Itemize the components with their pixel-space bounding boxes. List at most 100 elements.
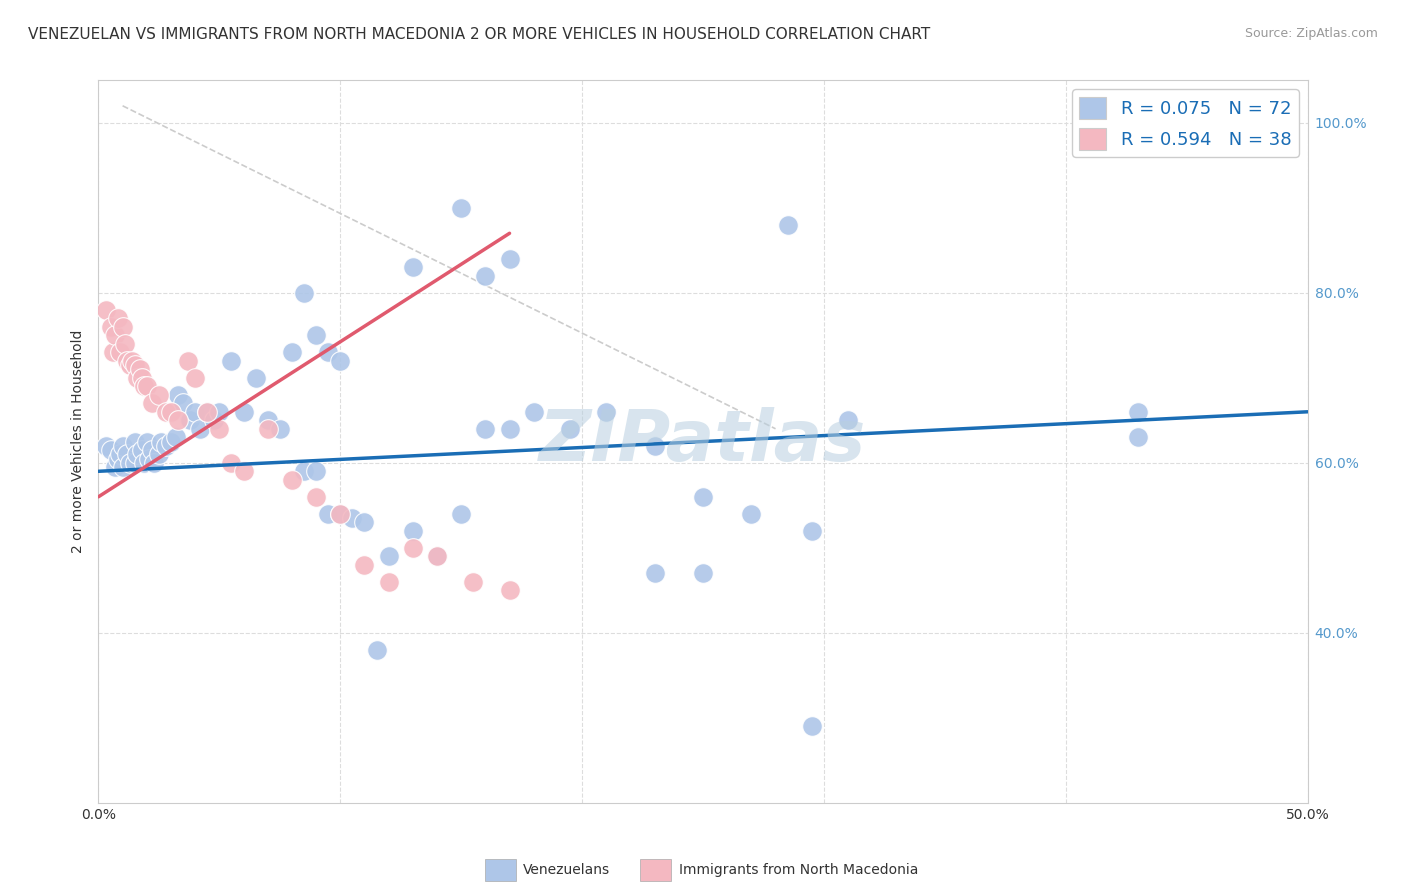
- Point: [134, 456, 156, 470]
- Point: [498, 583, 520, 598]
- Point: [100, 319, 122, 334]
- Point: [498, 422, 520, 436]
- Point: [208, 405, 231, 419]
- Point: [184, 405, 207, 419]
- Point: [118, 456, 141, 470]
- Point: [221, 353, 243, 368]
- Point: [292, 464, 315, 478]
- Point: [776, 218, 799, 232]
- Point: [377, 549, 399, 564]
- Point: [305, 328, 328, 343]
- Point: [558, 422, 581, 436]
- Point: [141, 443, 163, 458]
- Point: [104, 460, 127, 475]
- Point: [107, 451, 129, 466]
- Point: [195, 405, 218, 419]
- Point: [426, 549, 449, 564]
- Point: [124, 358, 146, 372]
- Point: [523, 405, 546, 419]
- Point: [143, 456, 166, 470]
- Point: [101, 345, 124, 359]
- Point: [104, 328, 127, 343]
- Point: [305, 464, 328, 478]
- Point: [111, 319, 134, 334]
- Point: [150, 434, 173, 449]
- Point: [474, 268, 496, 283]
- Point: [402, 524, 425, 538]
- Text: ZIPatlas: ZIPatlas: [540, 407, 866, 476]
- Point: [353, 516, 375, 530]
- Point: [245, 371, 267, 385]
- Point: [644, 439, 666, 453]
- Point: [450, 201, 472, 215]
- Point: [148, 447, 170, 461]
- Point: [232, 464, 254, 478]
- Point: [232, 405, 254, 419]
- Point: [138, 451, 160, 466]
- Point: [316, 507, 339, 521]
- Point: [474, 422, 496, 436]
- Point: [131, 371, 153, 385]
- Point: [167, 413, 190, 427]
- Point: [800, 524, 823, 538]
- Point: [117, 447, 139, 461]
- Point: [426, 549, 449, 564]
- Point: [402, 260, 425, 275]
- Text: VENEZUELAN VS IMMIGRANTS FROM NORTH MACEDONIA 2 OR MORE VEHICLES IN HOUSEHOLD CO: VENEZUELAN VS IMMIGRANTS FROM NORTH MACE…: [28, 27, 931, 42]
- Point: [329, 353, 352, 368]
- Point: [329, 507, 352, 521]
- Point: [188, 422, 211, 436]
- Point: [177, 353, 200, 368]
- Point: [366, 642, 388, 657]
- Text: Venezuelans: Venezuelans: [523, 863, 610, 877]
- Point: [111, 460, 134, 475]
- Point: [155, 405, 177, 419]
- Point: [117, 353, 139, 368]
- Point: [108, 345, 131, 359]
- Point: [208, 422, 231, 436]
- Point: [135, 379, 157, 393]
- Point: [167, 388, 190, 402]
- Point: [221, 456, 243, 470]
- Point: [108, 447, 131, 461]
- Point: [165, 430, 187, 444]
- Point: [329, 507, 352, 521]
- Point: [256, 413, 278, 427]
- Point: [402, 541, 425, 555]
- Point: [179, 413, 201, 427]
- Point: [281, 473, 304, 487]
- Legend: R = 0.075   N = 72, R = 0.594   N = 38: R = 0.075 N = 72, R = 0.594 N = 38: [1071, 89, 1299, 157]
- Point: [114, 336, 136, 351]
- Point: [124, 434, 146, 449]
- Point: [111, 439, 134, 453]
- Point: [195, 405, 218, 419]
- Point: [292, 285, 315, 300]
- Point: [256, 422, 278, 436]
- Point: [172, 396, 194, 410]
- Point: [100, 443, 122, 458]
- Point: [837, 413, 859, 427]
- Point: [269, 422, 291, 436]
- Point: [127, 371, 149, 385]
- Point: [498, 252, 520, 266]
- Point: [134, 379, 156, 393]
- Point: [644, 566, 666, 581]
- Point: [94, 302, 117, 317]
- Point: [127, 447, 149, 461]
- Point: [107, 311, 129, 326]
- Point: [692, 566, 714, 581]
- Point: [148, 388, 170, 402]
- Point: [342, 511, 364, 525]
- Point: [463, 574, 485, 589]
- Point: [155, 439, 177, 453]
- Point: [1128, 405, 1150, 419]
- Point: [160, 434, 183, 449]
- Point: [128, 362, 150, 376]
- Point: [204, 413, 226, 427]
- Y-axis label: 2 or more Vehicles in Household: 2 or more Vehicles in Household: [72, 330, 86, 553]
- Point: [135, 434, 157, 449]
- Text: Source: ZipAtlas.com: Source: ZipAtlas.com: [1244, 27, 1378, 40]
- Point: [353, 558, 375, 572]
- Point: [316, 345, 339, 359]
- Point: [124, 456, 146, 470]
